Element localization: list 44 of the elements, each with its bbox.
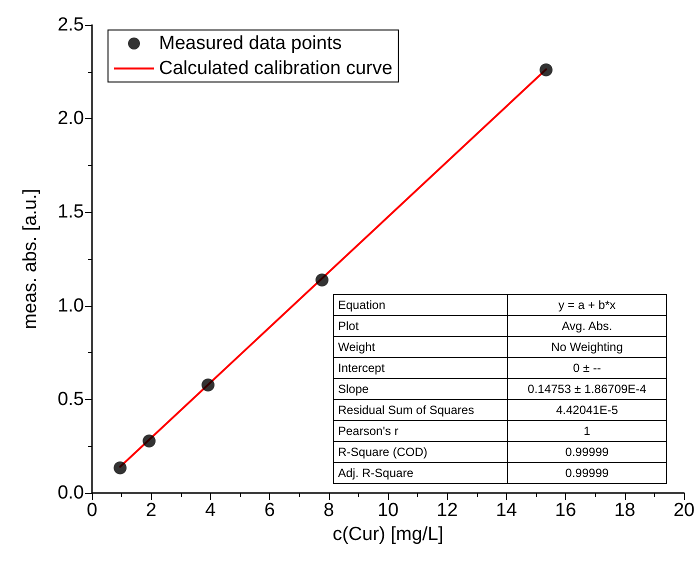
annotation: 0.99999 [508, 442, 666, 462]
annotation: Plot [334, 316, 508, 336]
annotation: 4.42041E-5 [508, 400, 666, 420]
y-axis-title: meas. abs. [a.u.] [20, 188, 41, 330]
x-tick-label: 0 [86, 500, 98, 521]
y-tick-label: 1.0 [58, 295, 84, 316]
legend-label: Calculated calibration curve [159, 58, 392, 79]
y-tick-label: 0.0 [58, 482, 84, 504]
annotation: R-Square (COD) [334, 442, 508, 462]
point [114, 461, 127, 474]
y-tick-label: 2.0 [58, 108, 84, 130]
x-tick-label: 14 [496, 500, 518, 521]
annotation: Avg. Abs. [508, 316, 666, 336]
annotation: Intercept [334, 358, 508, 378]
annotation: Pearson's r [334, 420, 508, 442]
annotation: Equation [334, 294, 508, 316]
x-tick-label: 18 [614, 500, 636, 521]
annotation: 0.14753 ± 1.86709E-4 [508, 378, 666, 400]
legend-label: Measured data points [159, 33, 342, 54]
x-tick-label: 4 [205, 500, 216, 521]
x-tick-label: 12 [436, 500, 458, 521]
x-tick-label: 20 [673, 500, 695, 521]
y-tick-label: 1.5 [58, 202, 84, 223]
x-tick-label: 2 [146, 500, 156, 521]
annotation: 0.99999 [508, 462, 666, 484]
annotation: 0 ± -- [508, 358, 666, 378]
y-tick-label: 0.5 [58, 388, 84, 410]
point [142, 434, 156, 448]
x-tick-label: 16 [555, 500, 576, 521]
x-axis-title: c(Cur) [mg/L] [332, 524, 444, 545]
x-tick-label: 8 [324, 500, 334, 521]
annotation: Adj. R-Square [334, 462, 508, 484]
point [316, 273, 328, 286]
point [202, 378, 215, 392]
annotation: y = a + b*x [508, 294, 666, 316]
annotation: 1 [508, 420, 666, 442]
x-tick-label: 10 [377, 500, 399, 521]
annotation: Residual Sum of Squares [334, 400, 508, 420]
x-tick-label: 6 [264, 500, 275, 521]
annotation: No Weighting [508, 336, 666, 358]
y-tick-label: 2.5 [58, 14, 84, 36]
point [540, 63, 553, 76]
annotation: Slope [334, 378, 508, 400]
annotation: Weight [334, 336, 508, 358]
